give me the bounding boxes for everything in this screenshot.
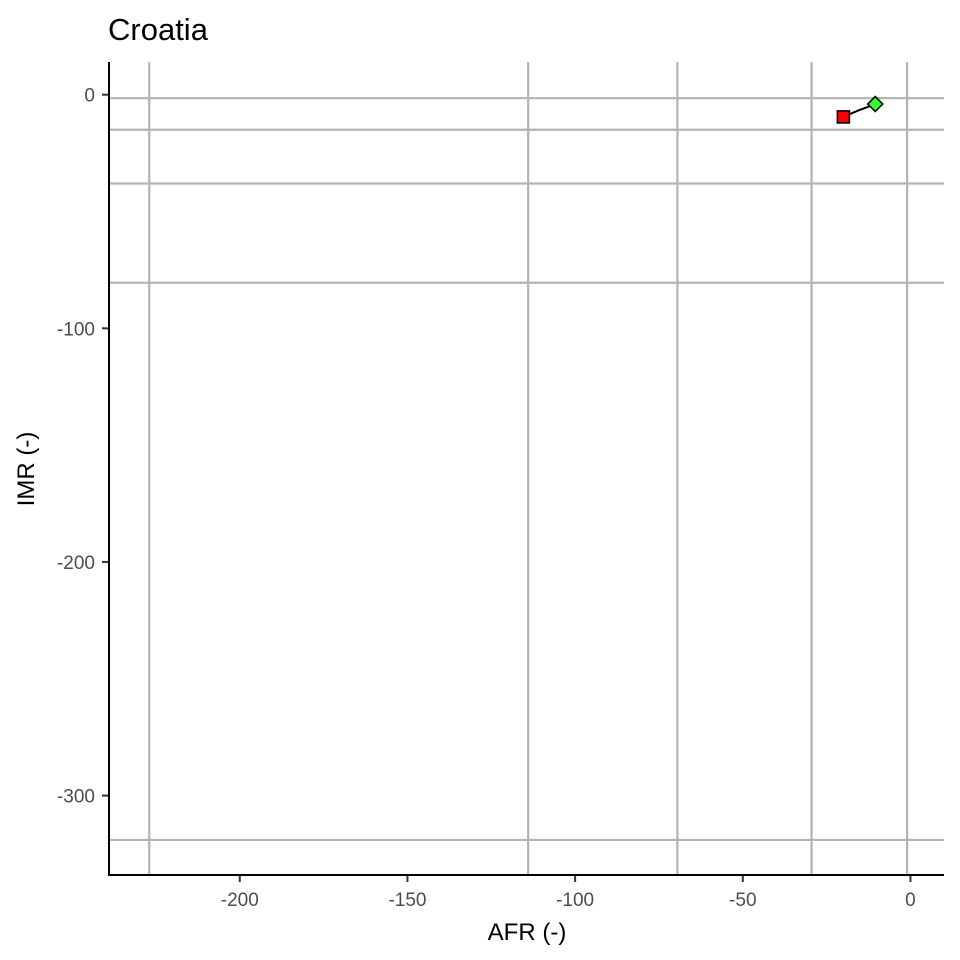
x-axis-title: AFR (-) <box>488 919 567 946</box>
y-tick-label-3: -300 <box>57 787 95 808</box>
x-axis-ticks: -200 -150 -100 -50 0 <box>221 876 916 911</box>
x-tick-label-3: -50 <box>729 890 756 911</box>
chart-title: Croatia <box>108 12 209 47</box>
x-tick-label-1: -150 <box>388 890 426 911</box>
y-tick-label-0: 0 <box>84 86 95 107</box>
reference-lines <box>109 62 944 875</box>
x-tick-label-0: -200 <box>221 890 259 911</box>
start-point-marker-0 <box>836 110 851 124</box>
x-tick-label-4: 0 <box>905 890 916 911</box>
y-axis-ticks: 0 -100 -200 -300 <box>57 86 108 808</box>
series-layer <box>836 95 884 124</box>
y-tick-label-1: -100 <box>57 319 95 340</box>
x-tick-label-2: -100 <box>556 890 594 911</box>
y-tick-label-2: -200 <box>57 553 95 574</box>
y-axis-title: IMR (-) <box>13 432 40 507</box>
end-point-marker-0 <box>866 95 884 113</box>
